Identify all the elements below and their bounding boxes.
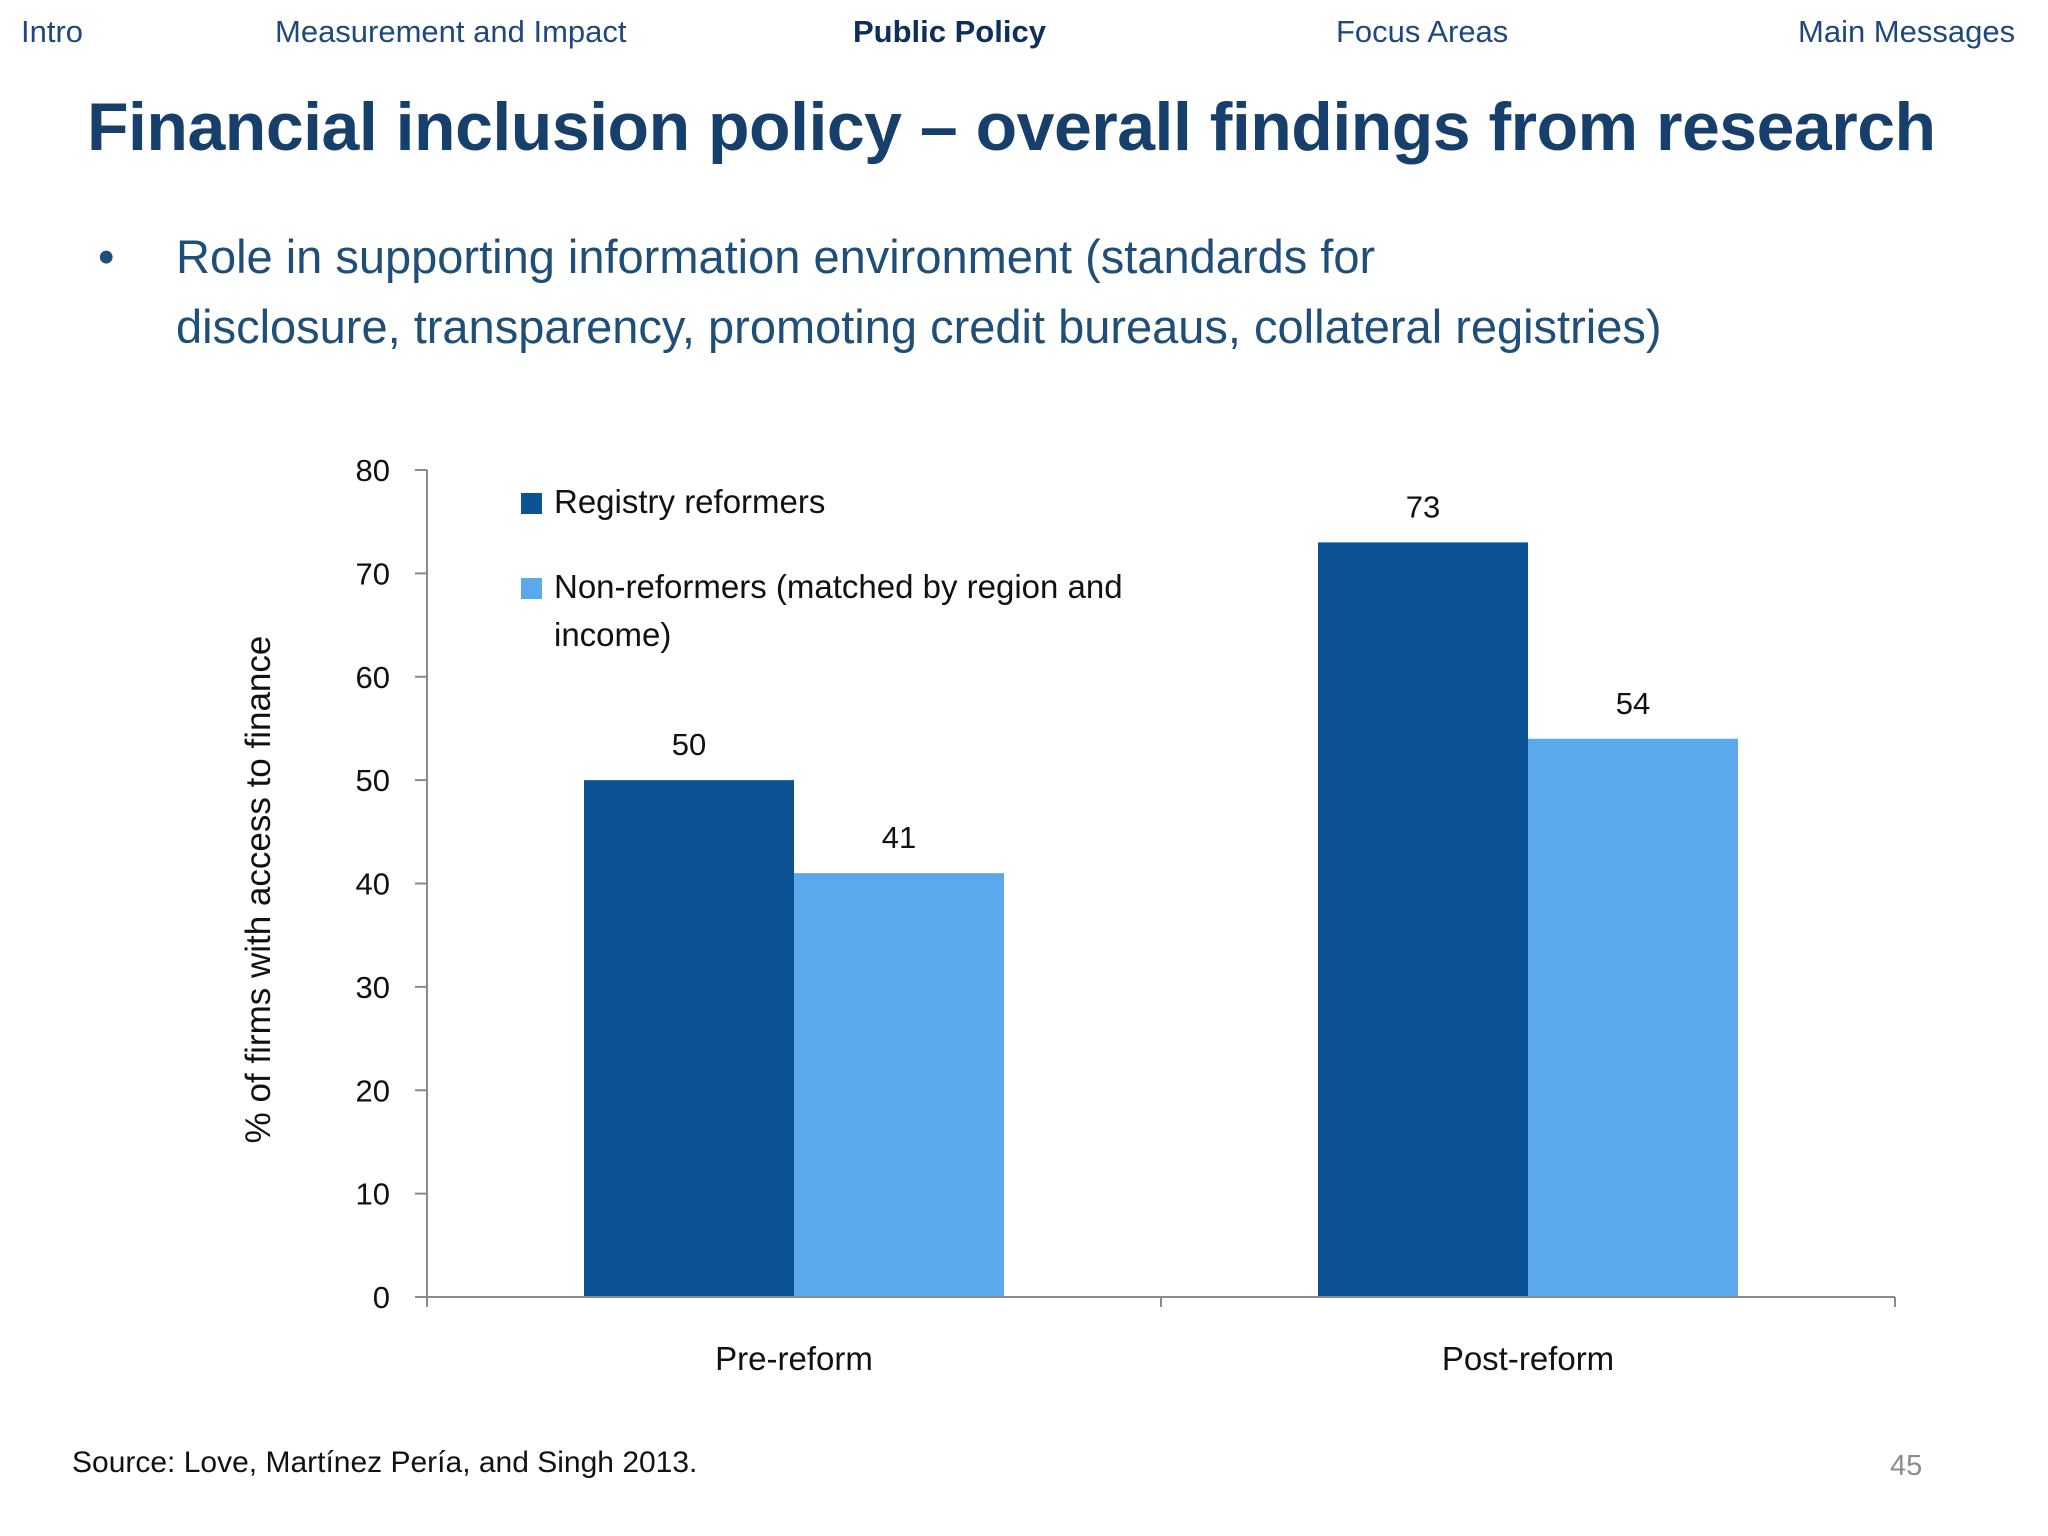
y-tick-label: 80 bbox=[356, 453, 390, 488]
legend-swatch bbox=[521, 493, 542, 514]
page-number: 45 bbox=[1890, 1450, 1923, 1482]
y-tick-label: 30 bbox=[356, 970, 390, 1005]
legend-label: Non-reformers (matched by region and bbox=[554, 568, 1123, 605]
x-tick-label: Pre-reform bbox=[715, 1340, 873, 1377]
bar bbox=[1528, 738, 1738, 1297]
bar bbox=[794, 873, 1004, 1297]
legend-swatch bbox=[521, 578, 542, 599]
legend-label: Registry reformers bbox=[554, 483, 825, 520]
slide-title: Financial inclusion policy – overall fin… bbox=[87, 89, 1936, 165]
section-nav: Intro Measurement and Impact Public Poli… bbox=[0, 0, 2048, 64]
bar bbox=[584, 780, 794, 1297]
data-label: 54 bbox=[1616, 686, 1650, 721]
y-tick-label: 0 bbox=[373, 1280, 390, 1315]
bullet-line-2: disclosure, transparency, promoting cred… bbox=[176, 300, 1662, 353]
bullet-marker: • bbox=[98, 230, 115, 283]
legend-label: income) bbox=[554, 616, 671, 653]
nav-item-focus-areas[interactable]: Focus Areas bbox=[1336, 14, 1509, 49]
bar bbox=[1318, 542, 1528, 1297]
y-tick-label: 50 bbox=[356, 763, 390, 798]
data-label: 73 bbox=[1406, 489, 1440, 524]
bullet-line-1: Role in supporting information environme… bbox=[176, 230, 1376, 283]
y-tick-label: 40 bbox=[356, 867, 390, 902]
source-note: Source: Love, Martínez Pería, and Singh … bbox=[72, 1446, 698, 1479]
nav-item-public-policy[interactable]: Public Policy bbox=[853, 14, 1046, 49]
nav-item-intro[interactable]: Intro bbox=[21, 14, 84, 49]
nav-item-measurement-and-impact[interactable]: Measurement and Impact bbox=[275, 14, 627, 49]
y-tick-label: 60 bbox=[356, 660, 390, 695]
data-label: 41 bbox=[882, 820, 916, 855]
nav-item-main-messages[interactable]: Main Messages bbox=[1798, 14, 2016, 49]
y-tick-label: 70 bbox=[356, 556, 390, 591]
y-tick-label: 20 bbox=[356, 1073, 390, 1108]
x-tick-label: Post-reform bbox=[1442, 1340, 1614, 1377]
y-axis-title: % of firms with access to finance bbox=[239, 636, 278, 1144]
data-label: 50 bbox=[672, 727, 706, 762]
bullet-text: Role in supporting information environme… bbox=[176, 222, 1896, 362]
y-tick-label: 10 bbox=[356, 1177, 390, 1212]
